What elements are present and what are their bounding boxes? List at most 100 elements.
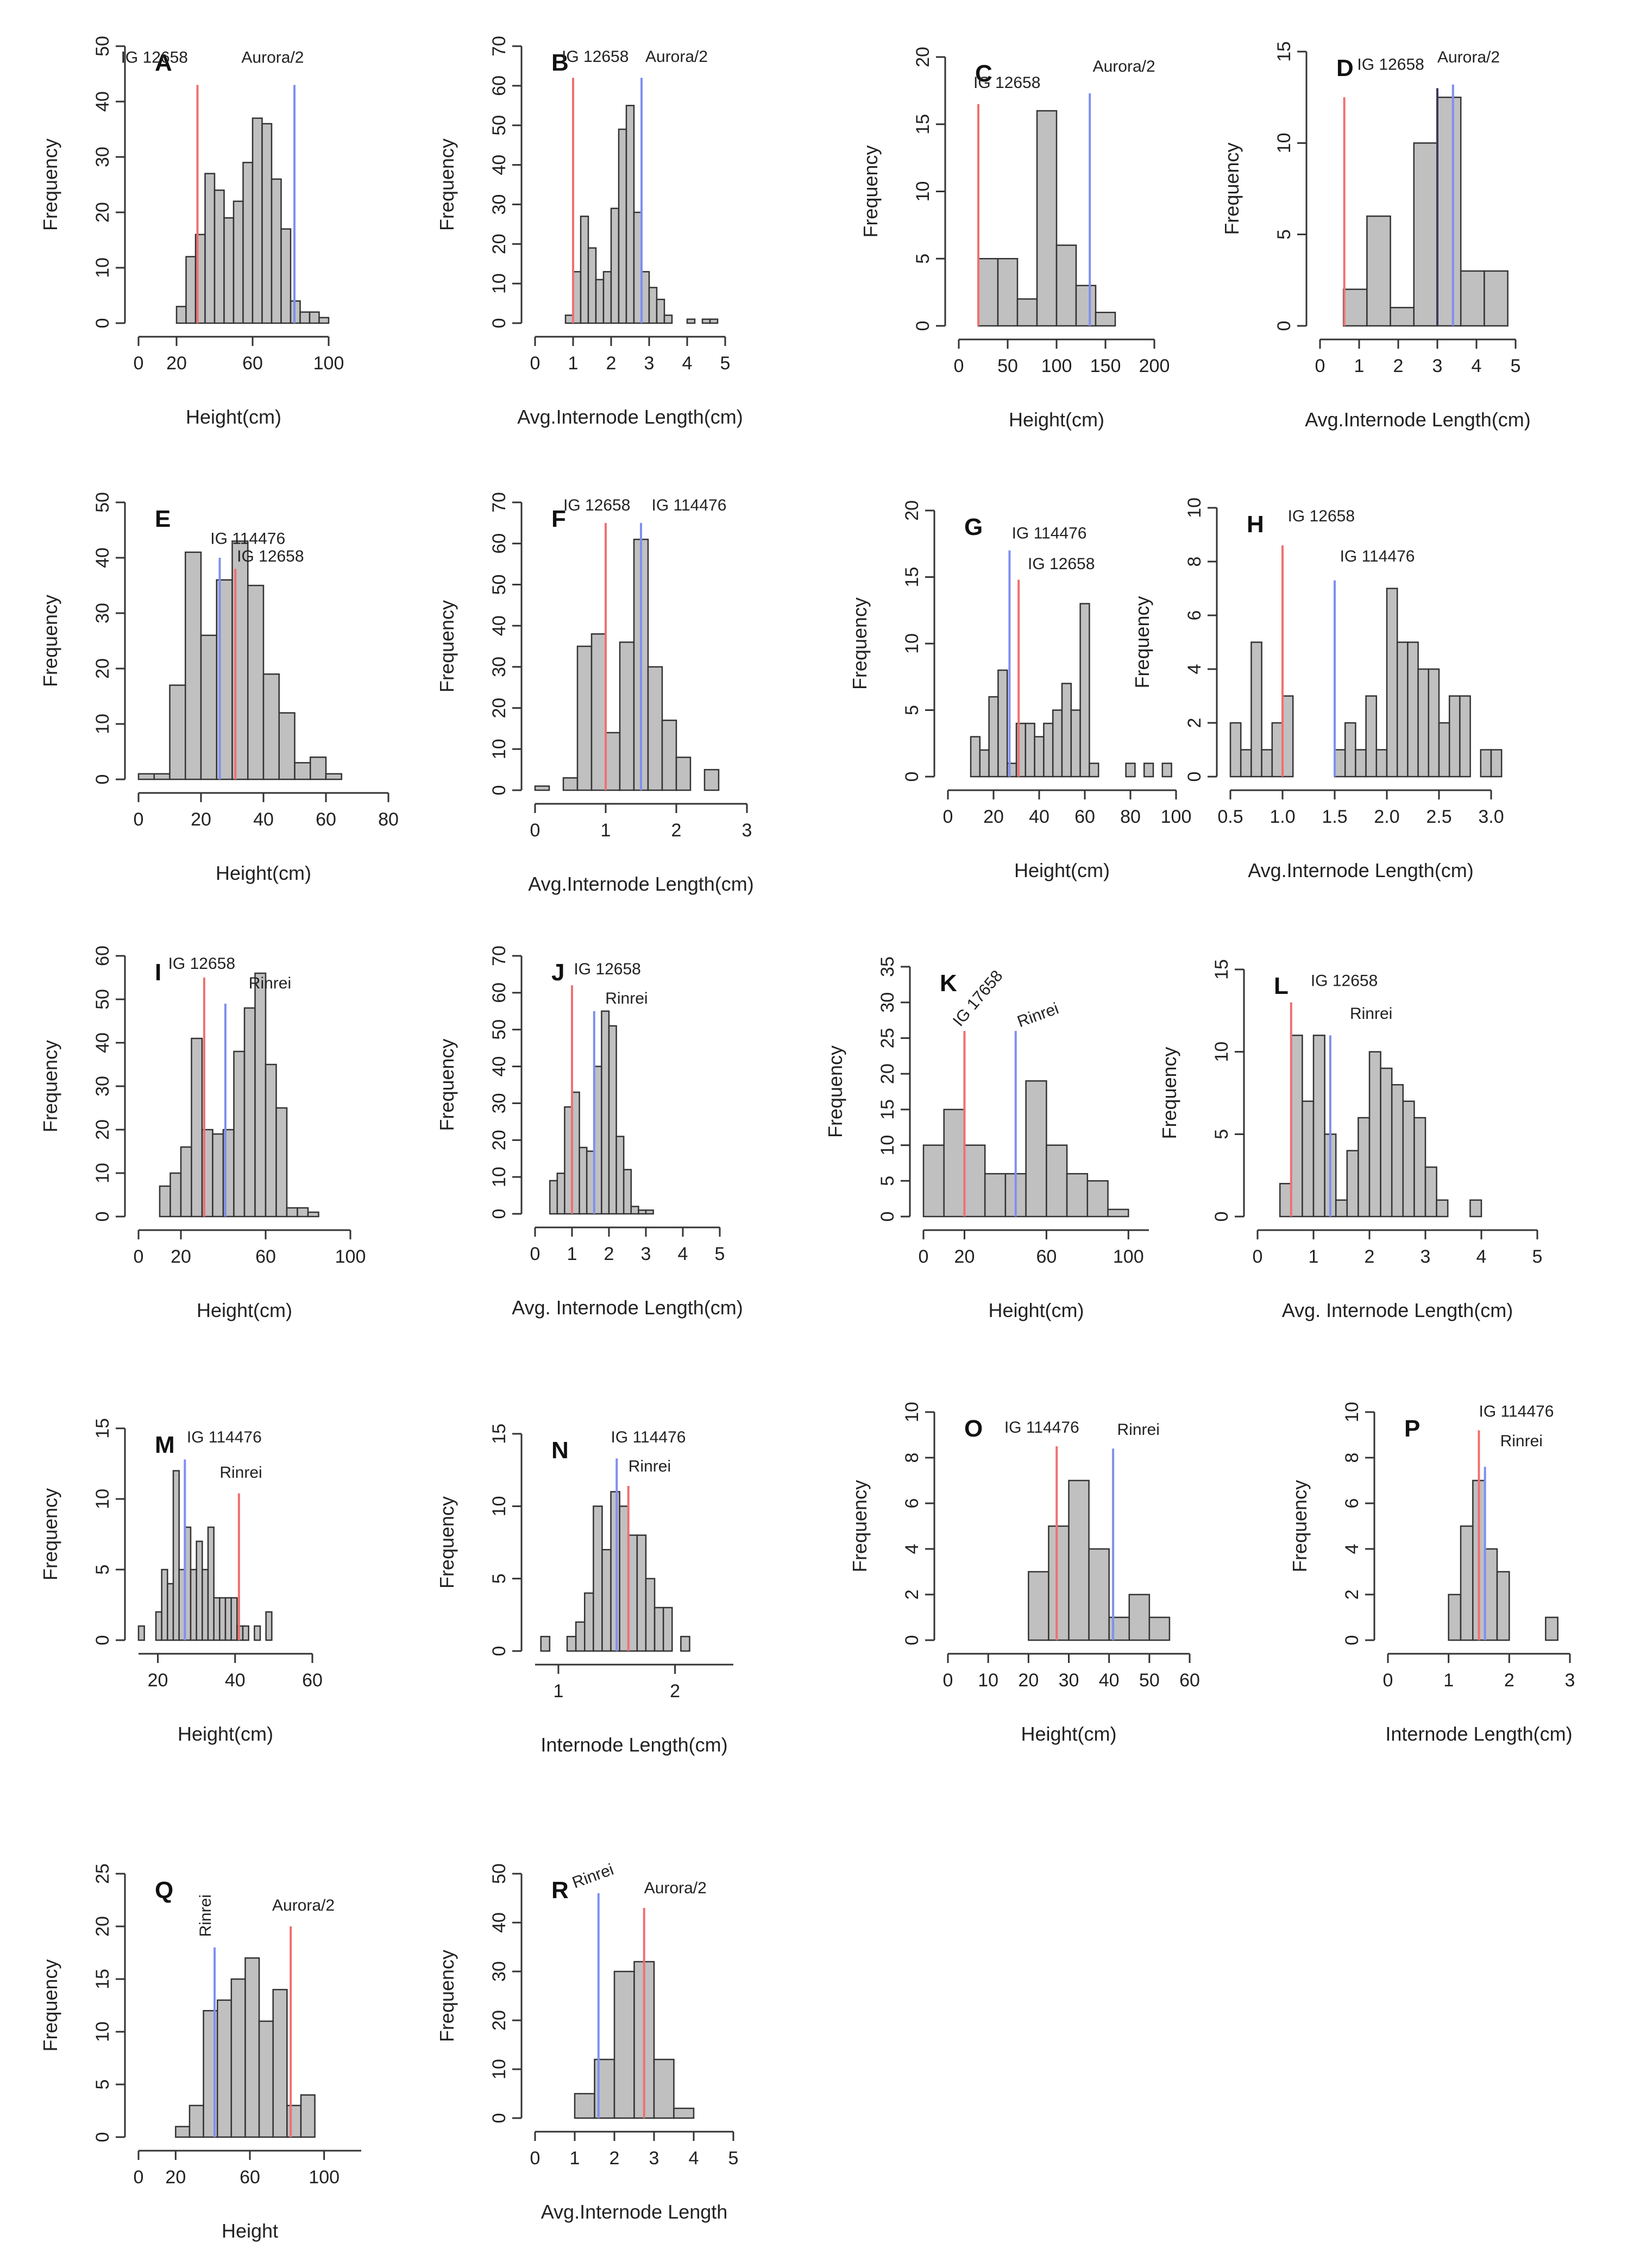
histogram-bar xyxy=(1125,763,1136,778)
x-axis-label: Avg.Internode Length(cm) xyxy=(528,873,754,895)
histogram-bar xyxy=(602,271,612,324)
histogram-bar xyxy=(1380,1067,1393,1218)
x-axis-label: Avg.Internode Length(cm) xyxy=(1305,408,1531,431)
histogram-bar xyxy=(1484,270,1509,327)
y-tick-label: 6 xyxy=(902,1498,922,1509)
x-tick-label: 2 xyxy=(670,1681,680,1702)
histogram-bar xyxy=(196,1540,203,1641)
histogram-bar xyxy=(159,1185,171,1218)
x-tick-label: 0 xyxy=(943,807,953,827)
panel-letter: O xyxy=(964,1415,983,1442)
y-tick-label: 10 xyxy=(92,257,113,278)
panel-letter: K xyxy=(940,970,957,997)
histogram-bar xyxy=(1460,270,1485,327)
histogram-bar xyxy=(1079,603,1090,778)
histogram-bar xyxy=(175,306,187,324)
histogram-bar xyxy=(300,2094,316,2138)
histogram-bar xyxy=(656,299,665,324)
x-tick-label: 1 xyxy=(1354,356,1365,376)
histogram-bar xyxy=(207,1526,215,1641)
x-tick-label: 100 xyxy=(309,2167,340,2188)
histogram-bar xyxy=(1386,588,1398,778)
x-tick-label: 3 xyxy=(641,1244,651,1264)
histogram-panel-p: 0 2 4 6 8 10 Frequency 0 1 2 3 Internode Length(cm)… xyxy=(1289,1402,1575,1745)
y-axis-label: Frequency xyxy=(39,138,61,231)
histogram-bar xyxy=(242,161,254,324)
histogram-panel-r: 0 10 20 30 40 50 Frequency 0 1 2 3 4 5 Avg.Internode … xyxy=(436,1861,738,2223)
y-tick-label: 5 xyxy=(1274,229,1294,240)
x-tick-label: 0 xyxy=(530,1244,541,1264)
y-tick-label: 50 xyxy=(489,575,510,595)
histogram-bar xyxy=(562,777,579,791)
histogram-bar xyxy=(1052,709,1063,778)
y-axis-label: Frequency xyxy=(436,138,458,231)
x-tick-label: 60 xyxy=(1036,1246,1057,1267)
x-tick-label: 60 xyxy=(1074,807,1095,827)
parent-annotation-label: IG 12658 xyxy=(973,74,1040,92)
y-tick-label: 5 xyxy=(877,1176,898,1186)
histogram-bar xyxy=(1480,749,1492,778)
y-tick-label: 10 xyxy=(489,2059,510,2080)
y-tick-label: 30 xyxy=(489,1093,510,1114)
x-tick-label: 1.0 xyxy=(1270,807,1295,827)
x-tick-label: 60 xyxy=(242,353,263,374)
y-axis-label: Frequency xyxy=(39,1040,61,1132)
histogram-bar xyxy=(286,1207,298,1218)
y-tick-label: 15 xyxy=(1211,959,1232,980)
panel-letter: C xyxy=(975,60,992,87)
y-tick-label: 6 xyxy=(1184,610,1205,621)
x-tick-label: 1 xyxy=(568,353,579,374)
histogram-bar xyxy=(175,2126,191,2138)
x-tick-label: 60 xyxy=(255,1246,276,1267)
histogram-bar xyxy=(662,1606,673,1652)
x-tick-label: 20 xyxy=(171,1246,191,1267)
panel-letter: N xyxy=(551,1437,569,1464)
parent-annotation-label: Aurora/2 xyxy=(241,49,304,67)
histogram-bar xyxy=(556,1173,565,1215)
x-tick-label: 2 xyxy=(609,2148,620,2169)
x-axis-label: Internode Length(cm) xyxy=(1385,1723,1572,1745)
x-axis-label: Height(cm) xyxy=(988,1299,1084,1321)
histogram-bar xyxy=(230,1597,238,1641)
histogram-bar xyxy=(167,1583,174,1641)
x-tick-label: 1 xyxy=(1309,1246,1319,1267)
y-tick-label: 20 xyxy=(913,47,933,67)
x-axis-label: Height(cm) xyxy=(178,1723,273,1745)
y-tick-label: 20 xyxy=(489,698,510,719)
x-tick-label: 1 xyxy=(601,820,611,841)
histogram-bar xyxy=(1281,695,1294,778)
histogram-bar xyxy=(254,1625,261,1641)
histogram-panel-b: 0 10 20 30 40 50 60 70 Frequency 0 1 2 3 4 5 Avg.Intern… xyxy=(436,36,743,428)
histogram-panel-c: 0 5 10 15 20 Frequency 0 50 100 150 200 Height(cm) C… xyxy=(859,47,1170,431)
histogram-bar xyxy=(1089,763,1099,778)
histogram-bar xyxy=(1448,695,1461,778)
histogram-bar xyxy=(1344,722,1356,778)
x-tick-label: 20 xyxy=(166,353,187,374)
histogram-bar xyxy=(185,256,197,324)
x-tick-label: 2.5 xyxy=(1426,807,1451,827)
histogram-bar xyxy=(204,173,216,324)
x-tick-label: 3 xyxy=(1421,1246,1431,1267)
histogram-bar xyxy=(1342,288,1368,327)
y-tick-label: 10 xyxy=(489,273,510,294)
histogram-bar xyxy=(180,1146,192,1218)
histogram-panel-d: 0 5 10 15 Frequency 0 1 2 3 4 5 Avg.Internode Lengt… xyxy=(1221,41,1531,431)
y-tick-label: 0 xyxy=(1184,772,1205,782)
x-tick-label: 20 xyxy=(983,807,1004,827)
histogram-bar xyxy=(636,1534,647,1652)
histogram-bar xyxy=(275,1107,288,1218)
x-tick-label: 10 xyxy=(978,1670,998,1691)
y-tick-label: 4 xyxy=(902,1544,922,1554)
histogram-bar xyxy=(1148,1616,1171,1641)
y-tick-label: 5 xyxy=(913,254,933,264)
y-tick-label: 5 xyxy=(489,1573,510,1584)
histogram-bar xyxy=(566,1636,577,1652)
histogram-bar xyxy=(1334,749,1346,778)
histogram-bar xyxy=(601,1549,612,1652)
y-tick-label: 10 xyxy=(1211,1042,1232,1062)
histogram-bar xyxy=(200,634,217,780)
x-tick-label: 0 xyxy=(530,2148,541,2169)
parent-annotation-label: Rinrei xyxy=(629,1457,671,1475)
panel-letter: G xyxy=(964,514,983,540)
